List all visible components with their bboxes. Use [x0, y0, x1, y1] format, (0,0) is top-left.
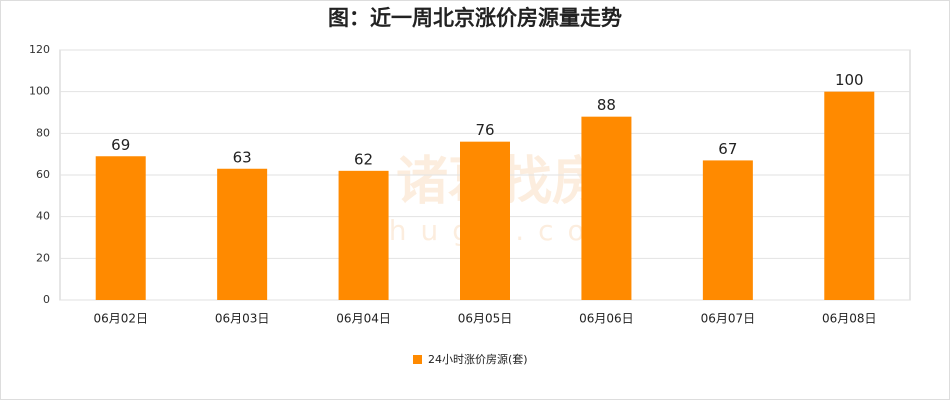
y-tick-label: 100: [29, 85, 50, 98]
chart-title: 图：近一周北京涨价房源量走势: [328, 6, 622, 30]
x-tick-label: 06月06日: [579, 312, 634, 326]
value-label: 69: [111, 136, 130, 154]
bar: [95, 156, 146, 300]
x-tick-label: 06月02日: [93, 312, 148, 326]
bar: [702, 160, 753, 300]
legend-swatch: [413, 355, 422, 364]
x-tick-label: 06月05日: [458, 312, 513, 326]
bar: [217, 168, 268, 300]
y-tick-label: 120: [29, 43, 50, 56]
value-label: 62: [354, 150, 373, 168]
y-tick-label: 80: [36, 126, 50, 139]
y-tick-label: 0: [43, 293, 50, 306]
legend-label: 24小时涨价房源(套): [428, 352, 528, 366]
x-tick-label: 06月03日: [215, 312, 270, 326]
value-label: 63: [233, 148, 252, 166]
y-tick-label: 40: [36, 210, 50, 223]
value-label: 67: [718, 140, 737, 158]
value-label: 88: [597, 96, 616, 114]
x-tick-label: 06月07日: [701, 312, 756, 326]
bar: [460, 141, 510, 300]
bar: [338, 170, 389, 300]
y-tick-label: 60: [36, 168, 50, 181]
bar: [824, 91, 875, 301]
y-tick-label: 20: [36, 251, 50, 264]
x-tick-label: 06月04日: [336, 312, 391, 326]
value-label: 100: [835, 71, 864, 89]
bar: [581, 116, 632, 301]
x-tick-label: 06月08日: [822, 312, 877, 326]
value-label: 76: [475, 121, 494, 139]
